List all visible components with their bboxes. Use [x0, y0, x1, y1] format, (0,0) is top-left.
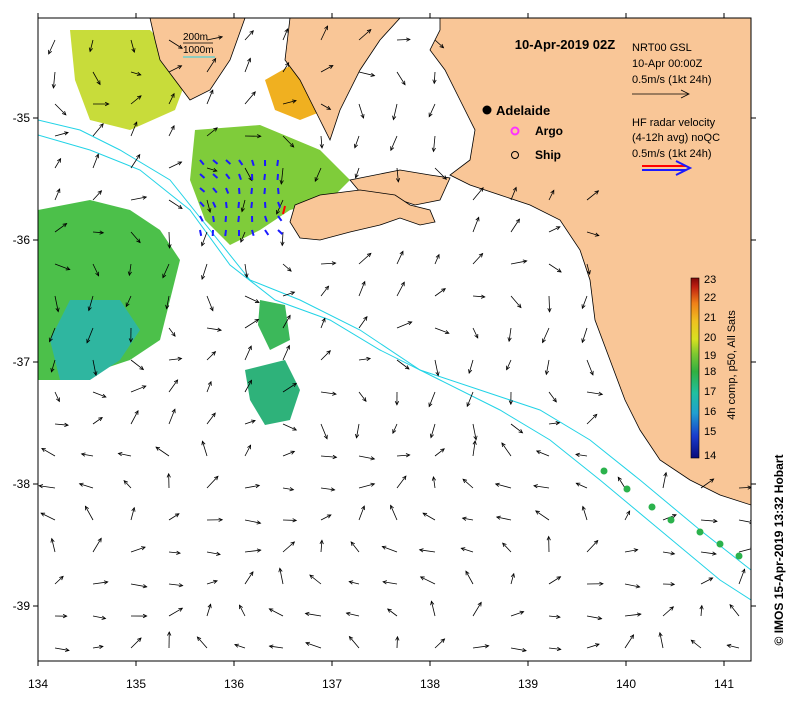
drifter-dot: [697, 529, 704, 536]
drifter-dot: [601, 468, 608, 475]
ship-label: Ship: [535, 148, 561, 162]
colorbar-label: 4h comp, p50, All Sats: [726, 310, 738, 420]
adelaide-label: Adelaide: [496, 103, 550, 118]
depth-legend-200m: 200m: [183, 32, 208, 43]
y-tick-labels: -35 -36 -37 -38 -39: [13, 111, 31, 613]
x-tick-label: 136: [224, 677, 244, 691]
drifter-dot: [668, 517, 675, 524]
map-title: 10-Apr-2019 02Z: [515, 37, 615, 52]
colorbar-tick: 20: [704, 332, 716, 344]
depth-legend-1000m: 1000m: [183, 45, 214, 56]
hf-legend-line1: HF radar velocity: [632, 117, 716, 129]
gsl-legend-line3: 0.5m/s (1kt 24h): [632, 74, 711, 86]
colorbar-tick: 23: [704, 274, 716, 286]
colorbar-tick: 19: [704, 350, 716, 362]
credit-text: © IMOS 15-Apr-2019 13:32 Hobart: [772, 455, 786, 646]
x-tick-label: 135: [126, 677, 146, 691]
colorbar-tick: 21: [704, 312, 716, 324]
colorbar-scale: [691, 278, 699, 458]
hf-legend-line2: (4-12h avg) noQC: [632, 132, 720, 144]
y-tick-label: -35: [13, 111, 31, 125]
x-tick-labels: 134 135 136 137 138 139 140 141: [28, 677, 734, 691]
colorbar-tick: 14: [704, 450, 716, 462]
x-tick-label: 134: [28, 677, 48, 691]
colorbar-tick: 15: [704, 426, 716, 438]
hf-legend-line3: 0.5m/s (1kt 24h): [632, 148, 711, 160]
colorbar-tick: 16: [704, 406, 716, 418]
y-tick-label: -38: [13, 477, 31, 491]
x-tick-label: 140: [616, 677, 636, 691]
x-tick-label: 138: [420, 677, 440, 691]
gsl-legend-line1: NRT00 GSL: [632, 42, 692, 54]
y-tick-label: -37: [13, 355, 31, 369]
colorbar-tick: 22: [704, 292, 716, 304]
x-tick-label: 137: [322, 677, 342, 691]
colorbar-tick: 17: [704, 386, 716, 398]
drifter-dot: [624, 486, 631, 493]
x-tick-label: 139: [518, 677, 538, 691]
y-tick-label: -36: [13, 233, 31, 247]
x-tick-label: 141: [714, 677, 734, 691]
gsl-legend-line2: 10-Apr 00:00Z: [632, 58, 703, 70]
argo-label: Argo: [535, 124, 563, 138]
drifter-dot: [736, 553, 743, 560]
y-tick-label: -39: [13, 599, 31, 613]
colorbar-tick: 18: [704, 366, 716, 378]
drifter-dot: [717, 541, 724, 548]
adelaide-marker: [483, 106, 492, 115]
drifter-dot: [649, 504, 656, 511]
